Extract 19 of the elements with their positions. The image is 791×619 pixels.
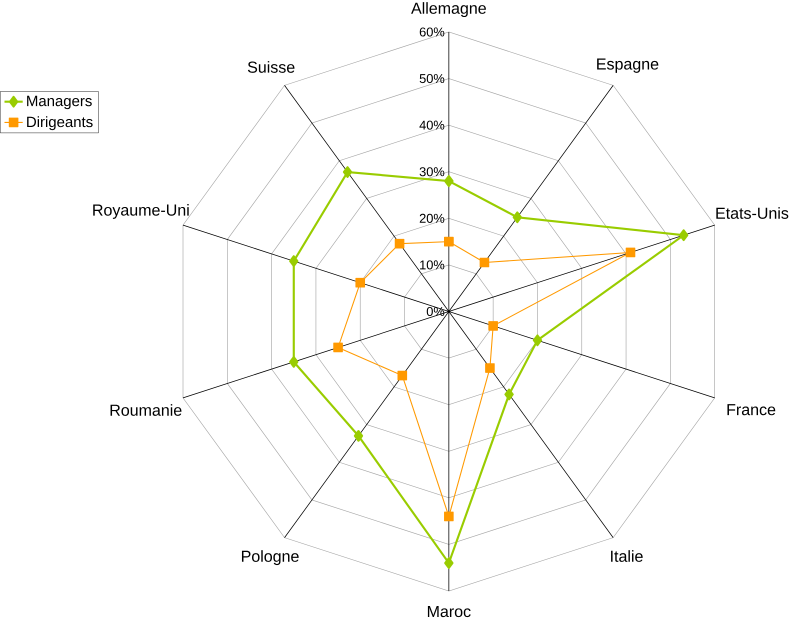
y-tick-label: 30% <box>420 167 444 176</box>
y-tick-label: 20% <box>420 214 444 223</box>
spoke-label: Suisse <box>248 60 294 73</box>
spoke-label: Royaume-Uni <box>93 204 189 219</box>
spoke-label: Roumanie <box>110 404 182 416</box>
spoke-label: Allemagne <box>411 2 486 17</box>
y-tick-label: 10% <box>420 260 444 270</box>
y-tick-label: 0% <box>426 306 444 316</box>
y-tick-label: 40% <box>419 120 444 130</box>
spoke-label: Espagne <box>597 58 658 73</box>
legend-label: Managers <box>27 96 92 110</box>
spoke-label: Italie <box>611 550 643 562</box>
spoke-label: Etats-Unis <box>716 207 788 219</box>
y-tick-label: 60% <box>420 27 444 36</box>
y-tick-label: 50% <box>420 74 444 83</box>
spoke-label: Pologne <box>242 550 299 565</box>
spoke-label: France <box>727 404 776 416</box>
legend-label: Dirigeants <box>27 116 93 130</box>
spoke-label: Maroc <box>428 606 471 617</box>
